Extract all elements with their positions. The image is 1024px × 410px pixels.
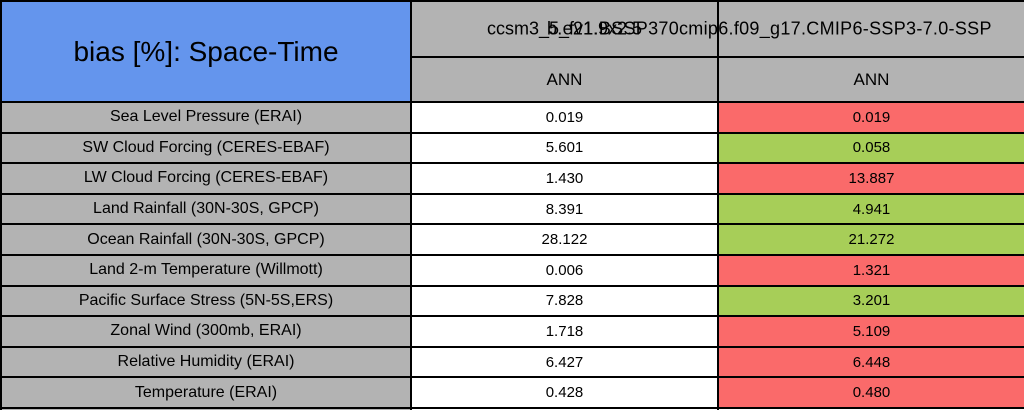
value-model2: 1.321	[719, 255, 1024, 287]
metric-label: Temperature (ERAI)	[2, 378, 412, 409]
value-model1: 5.601	[412, 133, 719, 165]
metric-label: Zonal Wind (300mb, ERAI)	[2, 317, 412, 348]
season-header-2: ANN	[719, 58, 1024, 103]
model-header-1: ccsm3_5_fv1.9x2.5	[412, 2, 719, 58]
model-header-1-label: ccsm3_5_fv1.9x2.5	[486, 18, 643, 39]
metric-label: LW Cloud Forcing (CERES-EBAF)	[2, 164, 412, 195]
value-model1-partial	[412, 408, 719, 410]
metric-label-partial	[2, 408, 412, 410]
value-model2: 3.201	[719, 286, 1024, 318]
value-model1: 0.019	[412, 103, 719, 134]
value-model1: 7.828	[412, 286, 719, 318]
value-model2: 5.109	[719, 317, 1024, 348]
value-model2: 13.887	[719, 164, 1024, 195]
value-model1: 0.428	[412, 378, 719, 409]
value-model2: 0.480	[719, 378, 1024, 409]
value-model1: 28.122	[412, 225, 719, 256]
model-header-2-label: b.e21.BSSP370cmip6.f09_g17.CMIP6-SSP3-7.…	[547, 18, 992, 39]
value-model2: 0.058	[719, 133, 1024, 165]
season-header-1: ANN	[412, 58, 719, 103]
metric-label: Land Rainfall (30N-30S, GPCP)	[2, 194, 412, 226]
value-model1: 0.006	[412, 255, 719, 287]
metric-label: Land 2-m Temperature (Willmott)	[2, 255, 412, 287]
metric-label: Ocean Rainfall (30N-30S, GPCP)	[2, 225, 412, 256]
value-model1: 8.391	[412, 194, 719, 226]
table-title: bias [%]: Space-Time	[73, 35, 339, 67]
metric-label: SW Cloud Forcing (CERES-EBAF)	[2, 133, 412, 165]
value-model2: 0.019	[719, 103, 1024, 134]
season-header-2-label: ANN	[853, 69, 890, 89]
value-model1: 6.427	[412, 347, 719, 379]
metric-label: Sea Level Pressure (ERAI)	[2, 103, 412, 134]
model-header-2: b.e21.BSSP370cmip6.f09_g17.CMIP6-SSP3-7.…	[547, 2, 1024, 58]
metric-label: Pacific Surface Stress (5N-5S,ERS)	[2, 286, 412, 318]
metric-label: Relative Humidity (ERAI)	[2, 347, 412, 379]
value-model1: 1.718	[412, 317, 719, 348]
value-model2-partial	[719, 408, 1024, 410]
value-model2: 21.272	[719, 225, 1024, 256]
season-header-1-label: ANN	[546, 69, 583, 89]
value-model2: 6.448	[719, 347, 1024, 379]
table-title-cell: bias [%]: Space-Time	[2, 2, 412, 103]
value-model1: 1.430	[412, 164, 719, 195]
value-model2: 4.941	[719, 194, 1024, 226]
